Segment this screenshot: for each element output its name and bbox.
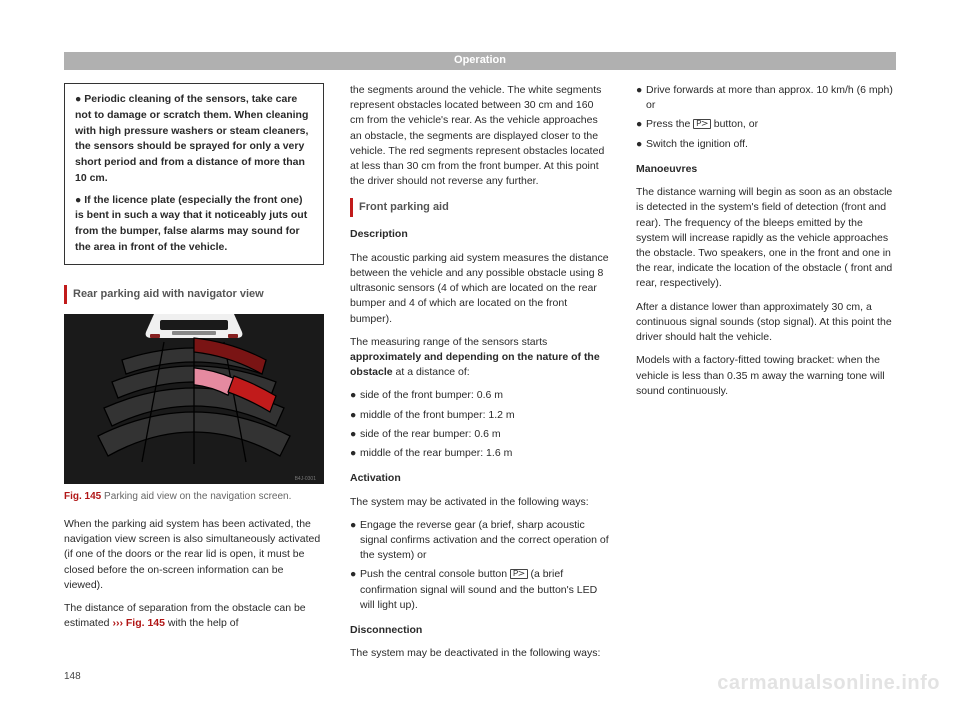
callout-item: ● If the licence plate (especially the f… [75,193,313,256]
page-number: 148 [64,670,81,685]
body-text: the segments around the vehicle. The whi… [350,83,610,190]
section-heading: Rear parking aid with navigator view [64,285,324,305]
content-columns: ● Periodic cleaning of the sensors, take… [64,83,896,668]
body-text: When the parking aid system has been act… [64,517,324,593]
list-item: ● Press the P𖼿 button, or [636,117,896,132]
list-item: ●middle of the front bumper: 1.2 m [350,408,610,423]
body-text: After a distance lower than approximatel… [636,300,896,346]
list-item: ●side of the front bumper: 0.6 m [350,388,610,403]
subheading: Disconnection [350,623,610,638]
figure-caption: Fig. 145 Parking aid view on the navigat… [64,490,324,505]
warning-callout: ● Periodic cleaning of the sensors, take… [64,83,324,265]
body-text: Models with a factory-fitted towing brac… [636,353,896,399]
callout-item: ● Periodic cleaning of the sensors, take… [75,92,313,187]
list-item: ●side of the rear bumper: 0.6 m [350,427,610,442]
list-item: ●middle of the rear bumper: 1.6 m [350,446,610,461]
list-item: ●Engage the reverse gear (a brief, sharp… [350,518,610,564]
subheading: Manoeuvres [636,162,896,177]
figure-code: B4J-0301 [295,476,317,482]
list-item: ●Switch the ignition off. [636,137,896,152]
subheading: Activation [350,471,610,486]
figure-crossref: ››› Fig. 145 [112,617,165,629]
section-heading: Front parking aid [350,198,610,218]
chapter-header: Operation [64,52,896,70]
figure-ref: Fig. 145 [64,491,101,502]
body-text: The system may be deactivated in the fol… [350,646,610,661]
park-button-icon: P𖼿 [693,119,711,129]
body-text: The system may be activated in the follo… [350,495,610,510]
body-text: The measuring range of the sensors start… [350,335,610,381]
list-item: ● Push the central console button P𖼿 (a … [350,567,610,613]
body-text: The distance warning will begin as soon … [636,185,896,292]
watermark: carmanualsonline.info [717,669,940,698]
parking-aid-figure: B4J-0301 [64,314,324,484]
park-button-icon: P𖼿 [510,569,528,579]
subheading: Description [350,227,610,242]
body-text: The distance of separation from the obst… [64,601,324,631]
chapter-title: Operation [454,53,506,69]
list-item: ●Drive forwards at more than approx. 10 … [636,83,896,113]
body-text: The acoustic parking aid system measures… [350,251,610,327]
